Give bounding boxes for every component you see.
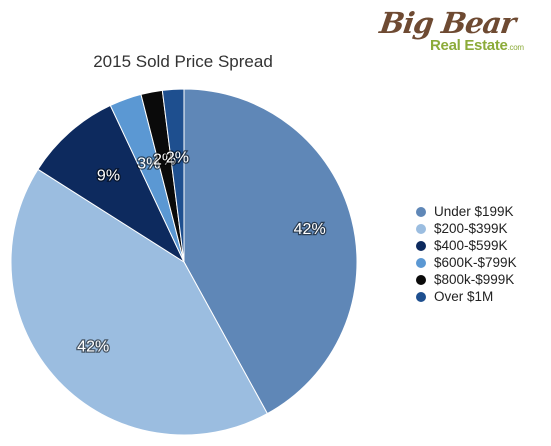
legend-label: $800k-$999K xyxy=(434,272,515,287)
legend-label: $200-$399K xyxy=(434,221,508,236)
logo-subtitle-main: Real Estate xyxy=(430,37,508,54)
logo-dotcom: .com xyxy=(507,43,524,52)
legend-swatch xyxy=(416,223,426,234)
legend-item: $600K-$799K xyxy=(416,254,517,271)
slice-value-label: 9% xyxy=(97,168,120,185)
slice-value-label: 2% xyxy=(166,150,189,167)
legend-item: Under $199K xyxy=(416,203,517,220)
legend-item: $400-$599K xyxy=(416,237,517,254)
slice-value-label: 42% xyxy=(294,221,326,238)
legend-swatch xyxy=(416,257,426,268)
pie-slice xyxy=(10,168,269,436)
legend-item: $200-$399K xyxy=(416,220,517,237)
pie-slice xyxy=(183,88,358,415)
legend-label: Under $199K xyxy=(434,204,514,219)
chart-legend: Under $199K $200-$399K $400-$599K $600K-$79… xyxy=(416,203,517,305)
company-logo: Big Bear Real Estate.com xyxy=(378,6,530,56)
chart-title: 2015 Sold Price Spread xyxy=(93,52,273,71)
legend-item: Over $1M xyxy=(416,288,517,305)
legend-swatch xyxy=(416,240,426,251)
slice-value-label: 2% xyxy=(153,151,176,168)
legend-item: $800k-$999K xyxy=(416,271,517,288)
slice-value-label: 3% xyxy=(137,156,160,173)
legend-label: $600K-$799K xyxy=(434,255,517,270)
legend-swatch xyxy=(416,274,426,285)
slice-value-label: 42% xyxy=(77,338,109,355)
logo-subtitle: Real Estate.com xyxy=(430,37,524,54)
pie-slice xyxy=(37,104,186,264)
legend-label: Over $1M xyxy=(434,289,494,304)
legend-swatch xyxy=(416,206,426,217)
pie-slice xyxy=(161,88,185,263)
legend-swatch xyxy=(416,291,426,302)
legend-label: $400-$599K xyxy=(434,238,508,253)
